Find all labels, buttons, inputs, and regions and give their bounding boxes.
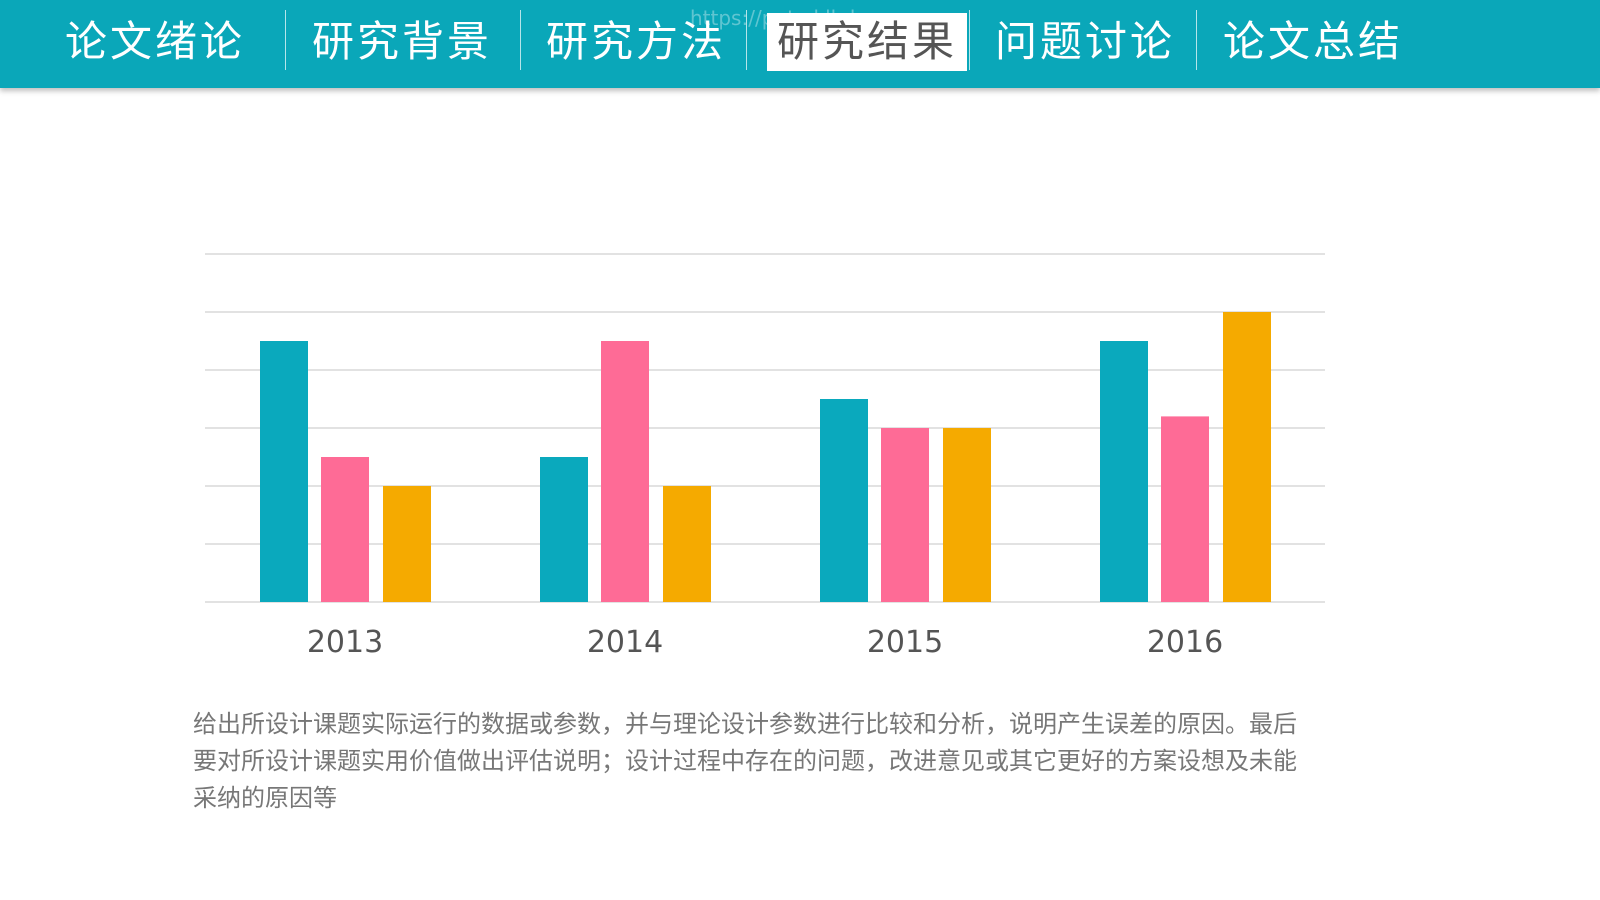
bar	[1223, 312, 1271, 602]
nav-tab[interactable]: 论文绪论	[65, 17, 246, 66]
bar	[260, 341, 308, 602]
nav-tab[interactable]: 研究结果	[767, 13, 968, 71]
bar	[383, 486, 431, 602]
nav-tab[interactable]: 论文总结	[1223, 17, 1404, 66]
nav-separator	[969, 10, 970, 70]
nav-tab[interactable]: 研究背景	[312, 17, 493, 66]
bar	[881, 428, 929, 602]
nav-separator	[1196, 10, 1197, 70]
bar	[663, 486, 711, 602]
bar	[321, 457, 369, 602]
nav-separator	[746, 10, 747, 70]
bar	[1161, 416, 1209, 602]
x-tick-label: 2016	[1147, 625, 1223, 660]
bar	[943, 428, 991, 602]
nav-tab[interactable]: 问题讨论	[995, 17, 1176, 66]
nav-separator	[285, 10, 286, 70]
nav-tab[interactable]: 研究方法	[546, 17, 727, 66]
nav-separator	[520, 10, 521, 70]
x-tick-label: 2015	[867, 625, 943, 660]
description: 给出所设计课题实际运行的数据或参数，并与理论设计参数进行比较和分析，说明产生误差…	[193, 710, 1297, 812]
nav-bar: https://ppt.okll.de 论文绪论研究背景研究方法研究结果问题讨论…	[0, 0, 1600, 88]
bar	[820, 399, 868, 602]
bar	[601, 341, 649, 602]
x-tick-label: 2014	[587, 625, 663, 660]
x-tick-label: 2013	[307, 625, 383, 660]
bar	[1100, 341, 1148, 602]
bar	[540, 457, 588, 602]
